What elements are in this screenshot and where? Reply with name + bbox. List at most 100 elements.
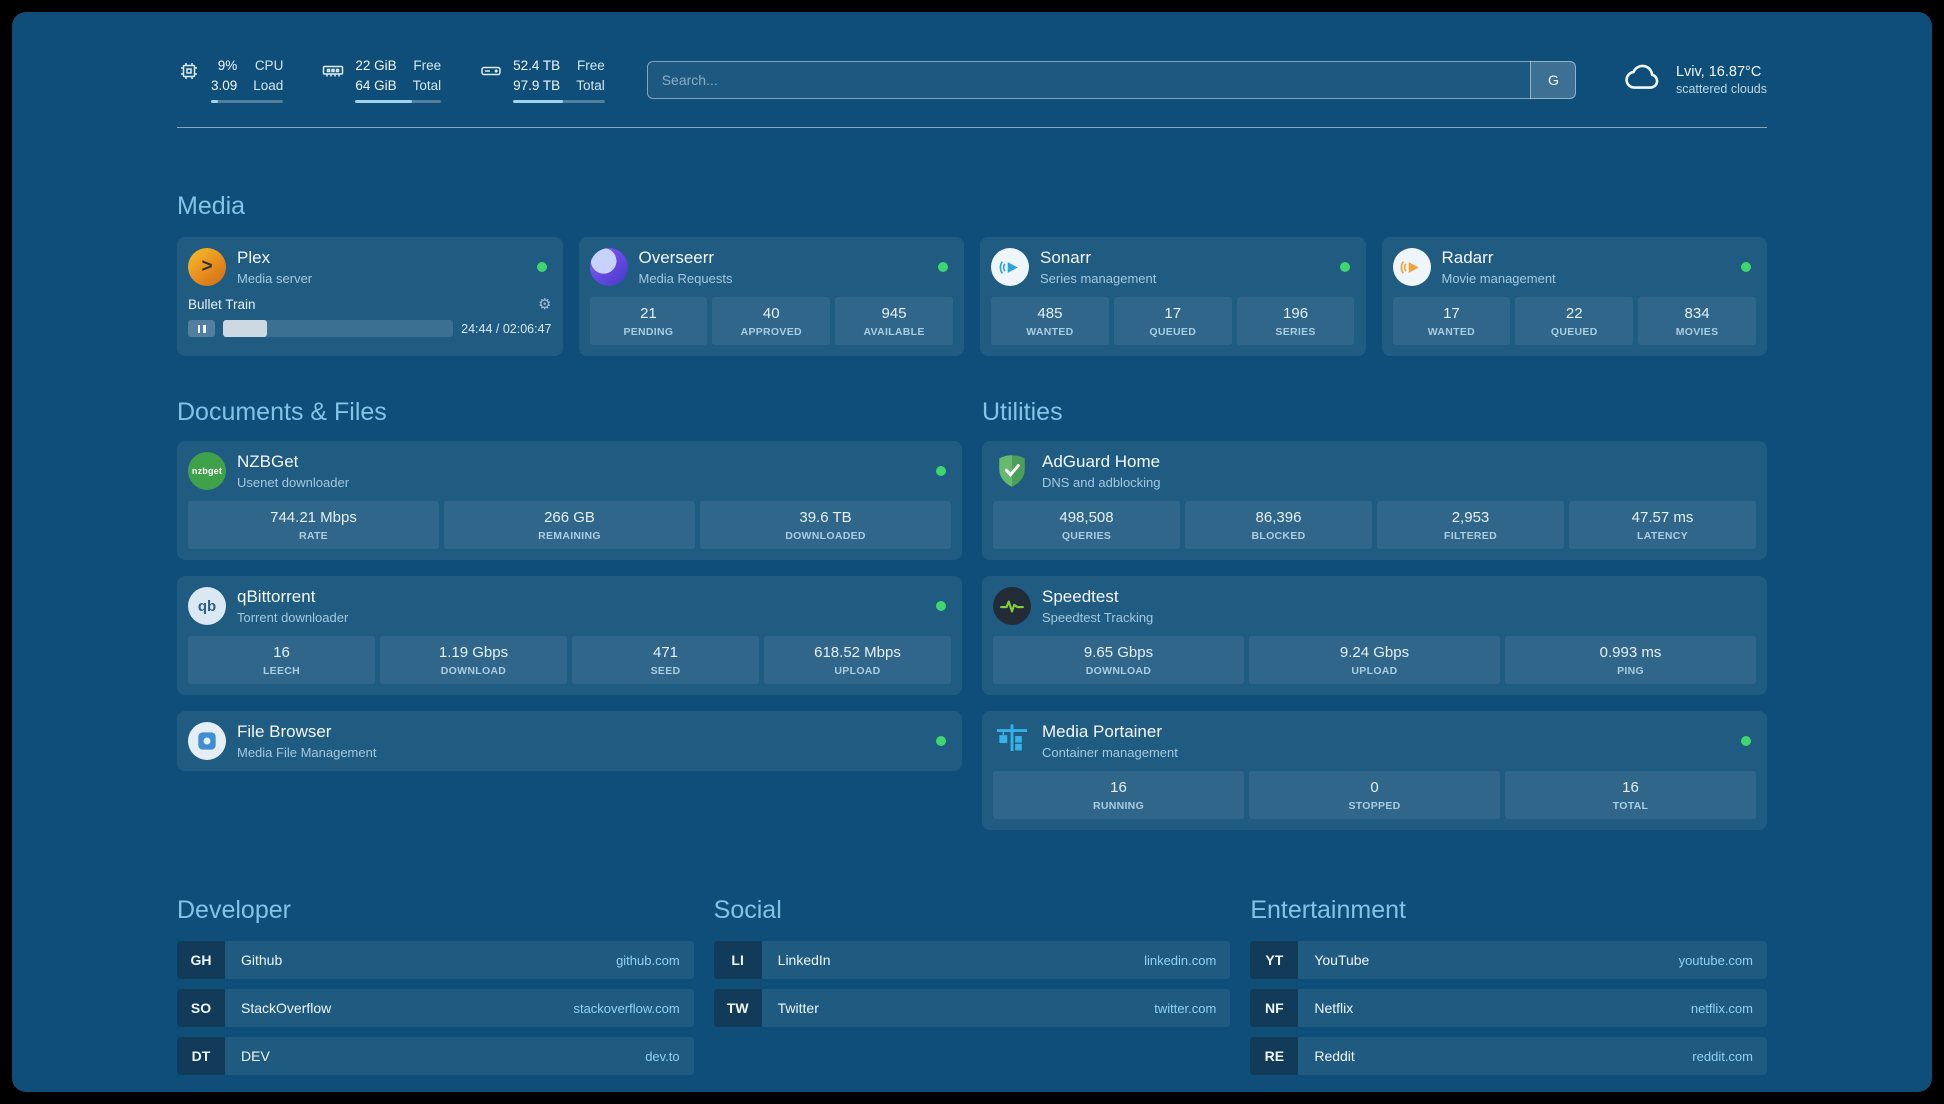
playback-time: 24:44 / 02:06:47 xyxy=(461,321,552,336)
bookmark-twitter[interactable]: TW Twitter twitter.com xyxy=(713,989,1231,1027)
service-card-portainer[interactable]: Media Portainer Container management 16 … xyxy=(982,711,1767,830)
stat-wanted: 485 WANTED xyxy=(991,297,1109,345)
bookmark-group-social: Social LI LinkedIn linkedin.com TW Twitt… xyxy=(713,896,1231,1027)
service-header: nzbget NZBGet Usenet downloader xyxy=(188,452,951,490)
status-dot xyxy=(936,601,946,611)
cpu-widget: 9% 3.09 CPU Load xyxy=(177,56,284,103)
bookmark-abbr: SO xyxy=(177,989,225,1027)
stat-approved: 40 APPROVED xyxy=(712,297,831,345)
service-header: AdGuard Home DNS and adblocking xyxy=(993,452,1756,490)
cpu-icon xyxy=(177,59,201,83)
stat-download: 1.19 Gbps DOWNLOAD xyxy=(380,636,567,684)
service-header: File Browser Media File Management xyxy=(188,722,951,760)
memory-widget: 22 GiB 64 GiB Free Total xyxy=(321,56,442,103)
bookmark-reddit[interactable]: RE Reddit reddit.com xyxy=(1250,1037,1767,1075)
playback-progress-bar[interactable] xyxy=(223,320,454,337)
service-subtitle: Series management xyxy=(1040,271,1157,286)
service-subtitle: DNS and adblocking xyxy=(1042,475,1161,490)
memory-total-label: Total xyxy=(412,78,442,93)
bookmark-name: YouTube xyxy=(1314,952,1370,968)
service-title: NZBGet xyxy=(237,452,299,471)
media-player: 24:44 / 02:06:47 xyxy=(188,320,552,337)
bookmark-name: Netflix xyxy=(1314,1000,1354,1016)
service-card-qbittorrent[interactable]: qb qBittorrent Torrent downloader 16 LEE… xyxy=(177,576,962,695)
service-header: qb qBittorrent Torrent downloader xyxy=(188,587,951,625)
service-card-sonarr[interactable]: Sonarr Series management 485 WANTED 17 Q… xyxy=(980,237,1366,356)
stat-upload: 618.52 Mbps UPLOAD xyxy=(764,636,951,684)
bookmark-youtube[interactable]: YT YouTube youtube.com xyxy=(1250,941,1767,979)
stat-pending: 21 PENDING xyxy=(589,297,708,345)
stat-latency: 47.57 ms LATENCY xyxy=(1569,501,1756,549)
filebrowser-icon xyxy=(188,722,226,760)
qbittorrent-icon: qb xyxy=(188,587,226,625)
bookmark-domain: netflix.com xyxy=(1690,1000,1753,1016)
memory-icon xyxy=(321,59,345,83)
service-title: Media Portainer xyxy=(1042,722,1163,741)
speedtest-icon xyxy=(993,587,1031,625)
service-card-overseerr[interactable]: Overseerr Media Requests 21 PENDING 40 A… xyxy=(578,237,964,356)
service-stats: 744.21 Mbps RATE 266 GB REMAINING 39.6 T… xyxy=(188,501,951,549)
bookmark-abbr: GH xyxy=(177,941,225,979)
service-stats: 17 WANTED 22 QUEUED 834 MOVIES xyxy=(1392,297,1757,345)
cpu-usage-bar xyxy=(211,99,284,103)
service-card-plex[interactable]: > Plex Media server Bullet Train ⚙ xyxy=(177,237,563,356)
pause-button[interactable] xyxy=(188,320,215,337)
service-card-adguard[interactable]: AdGuard Home DNS and adblocking 498,508 … xyxy=(982,441,1767,560)
service-header: Sonarr Series management xyxy=(991,248,1355,286)
service-card-filebrowser[interactable]: File Browser Media File Management xyxy=(177,711,962,771)
service-card-nzbget[interactable]: nzbget NZBGet Usenet downloader 744.21 M… xyxy=(177,441,962,560)
bookmark-group-developer: Developer GH Github github.com SO StackO… xyxy=(177,896,694,1075)
status-dot xyxy=(936,466,946,476)
service-header: Media Portainer Container management xyxy=(993,722,1756,760)
memory-free-label: Free xyxy=(413,58,442,74)
section-heading-social: Social xyxy=(713,896,782,924)
bookmark-name: Reddit xyxy=(1314,1048,1355,1064)
status-dot xyxy=(1741,736,1751,746)
section-heading-utilities: Utilities xyxy=(982,398,1063,426)
stat-wanted: 17 WANTED xyxy=(1392,297,1511,345)
status-dot xyxy=(1339,262,1350,272)
top-bar: 9% 3.09 CPU Load xyxy=(177,56,1767,103)
resource-widgets: 9% 3.09 CPU Load xyxy=(177,56,605,103)
service-stats: 16 LEECH 1.19 Gbps DOWNLOAD 471 SEED 618… xyxy=(188,636,951,684)
bookmark-github[interactable]: GH Github github.com xyxy=(177,941,694,979)
bookmark-domain: reddit.com xyxy=(1692,1048,1753,1064)
stat-rate: 744.21 Mbps RATE xyxy=(188,501,439,549)
service-header: Overseerr Media Requests xyxy=(589,248,954,286)
bookmark-linkedin[interactable]: LI LinkedIn linkedin.com xyxy=(713,941,1231,979)
bookmark-dev[interactable]: DT DEV dev.to xyxy=(177,1037,694,1075)
service-stats: 21 PENDING 40 APPROVED 945 AVAILABLE xyxy=(589,297,954,345)
memory-usage-bar xyxy=(355,99,442,103)
bookmark-stackoverflow[interactable]: SO StackOverflow stackoverflow.com xyxy=(177,989,694,1027)
status-dot xyxy=(936,736,946,746)
service-title: Speedtest xyxy=(1042,587,1119,606)
section-media: Media > Plex Media server Bullet Train ⚙ xyxy=(177,192,1767,356)
service-title: qBittorrent xyxy=(237,587,316,606)
cpu-usage-label: CPU xyxy=(254,58,284,74)
bookmark-name: Github xyxy=(241,952,283,968)
bookmark-name: StackOverflow xyxy=(241,1000,332,1016)
radarr-icon xyxy=(1392,248,1431,286)
service-subtitle: Speedtest Tracking xyxy=(1042,610,1154,625)
section-bookmarks: Developer GH Github github.com SO StackO… xyxy=(177,896,1767,1092)
playback-progress-fill xyxy=(223,320,267,337)
sonarr-icon xyxy=(991,248,1029,286)
status-dot xyxy=(938,262,948,272)
disk-free-label: Free xyxy=(576,58,605,74)
service-subtitle: Usenet downloader xyxy=(237,475,350,490)
bookmark-domain: stackoverflow.com xyxy=(573,1000,680,1016)
stat-leech: 16 LEECH xyxy=(188,636,375,684)
gear-icon[interactable]: ⚙ xyxy=(538,296,552,313)
service-subtitle: Media Requests xyxy=(638,271,733,286)
service-card-radarr[interactable]: Radarr Movie management 17 WANTED 22 QUE… xyxy=(1381,237,1767,356)
search-provider-button[interactable]: G xyxy=(1529,60,1576,99)
search-input[interactable] xyxy=(646,60,1576,99)
stat-filtered: 2,953 FILTERED xyxy=(1377,501,1564,549)
bookmark-netflix[interactable]: NF Netflix netflix.com xyxy=(1250,989,1767,1027)
cpu-load-value: 3.09 xyxy=(211,78,238,93)
plex-icon: > xyxy=(188,248,226,286)
service-card-speedtest[interactable]: Speedtest Speedtest Tracking 9.65 Gbps D… xyxy=(982,576,1767,695)
service-title: AdGuard Home xyxy=(1042,452,1161,471)
bookmark-abbr: DT xyxy=(177,1037,225,1075)
